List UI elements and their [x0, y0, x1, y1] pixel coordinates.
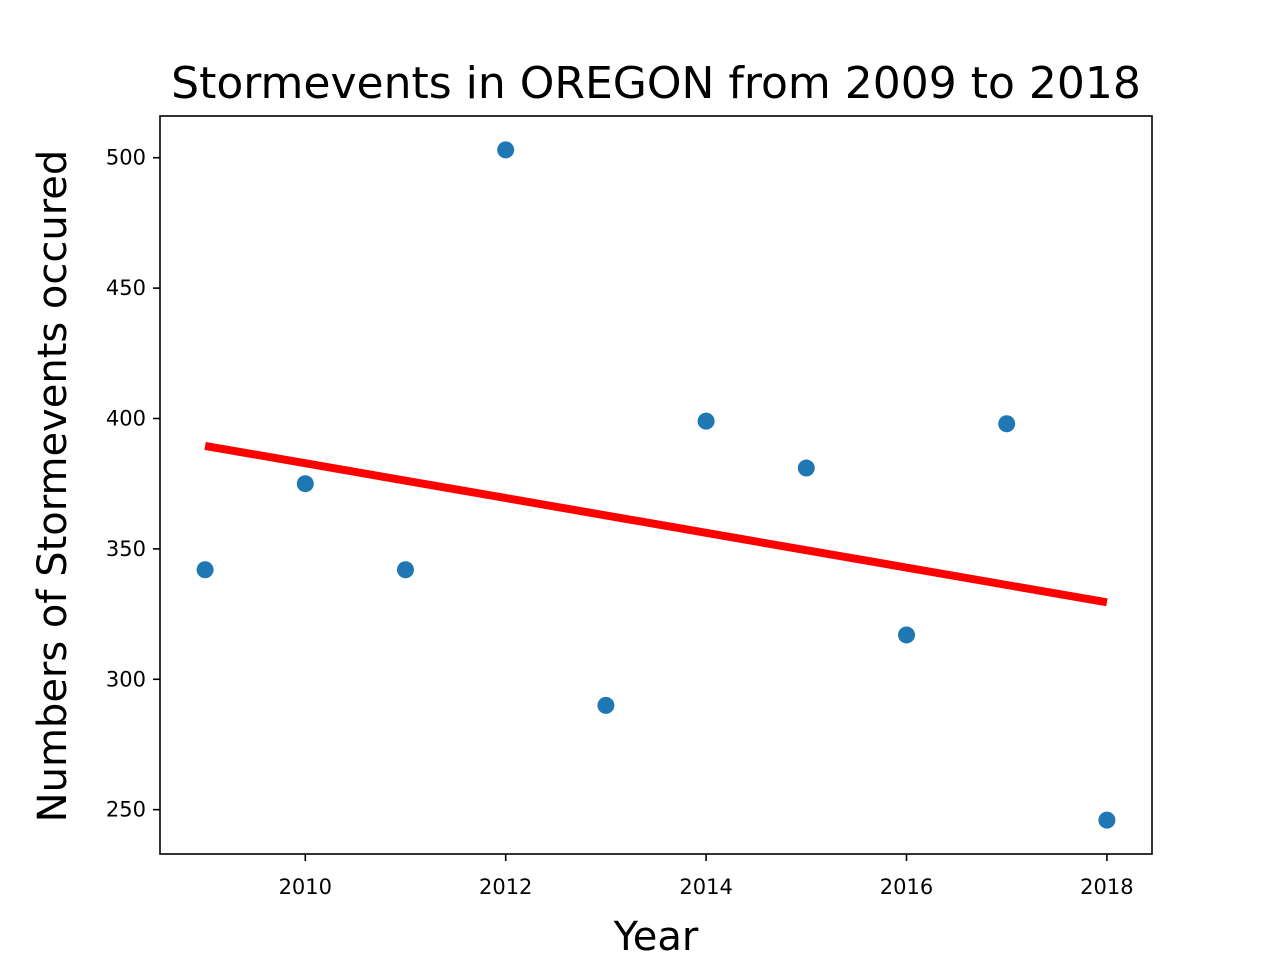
- data-point: [396, 561, 414, 579]
- y-tick-label: 450: [106, 276, 146, 300]
- data-point: [998, 415, 1016, 433]
- y-tick-label: 400: [106, 407, 146, 431]
- x-tick-label: 2018: [1080, 875, 1133, 899]
- data-point: [296, 475, 314, 493]
- y-axis-label: Numbers of Stormevents occured: [30, 150, 76, 823]
- x-tick-label: 2014: [679, 875, 732, 899]
- data-point: [597, 696, 615, 714]
- x-tick-label: 2012: [479, 875, 532, 899]
- trend-line: [204, 441, 1108, 607]
- y-tick-label: 250: [106, 798, 146, 822]
- x-axis-label: Year: [613, 914, 699, 960]
- y-tick-label: 300: [106, 667, 146, 691]
- chart-title: Stormevents in OREGON from 2009 to 2018: [171, 58, 1141, 109]
- plot-frame: [159, 115, 1153, 855]
- plot-area: 2010 2012 2014 2016 2018 250 300 350 400 450 500: [106, 115, 1153, 899]
- data-point: [1098, 811, 1116, 829]
- data-point: [697, 412, 715, 430]
- y-tick-label: 500: [106, 146, 146, 170]
- x-tick-label: 2010: [279, 875, 332, 899]
- data-point: [797, 459, 815, 477]
- x-tick-label: 2016: [880, 875, 933, 899]
- data-point: [196, 561, 214, 579]
- data-point: [497, 141, 515, 159]
- data-point: [898, 626, 916, 644]
- y-tick-label: 350: [106, 537, 146, 561]
